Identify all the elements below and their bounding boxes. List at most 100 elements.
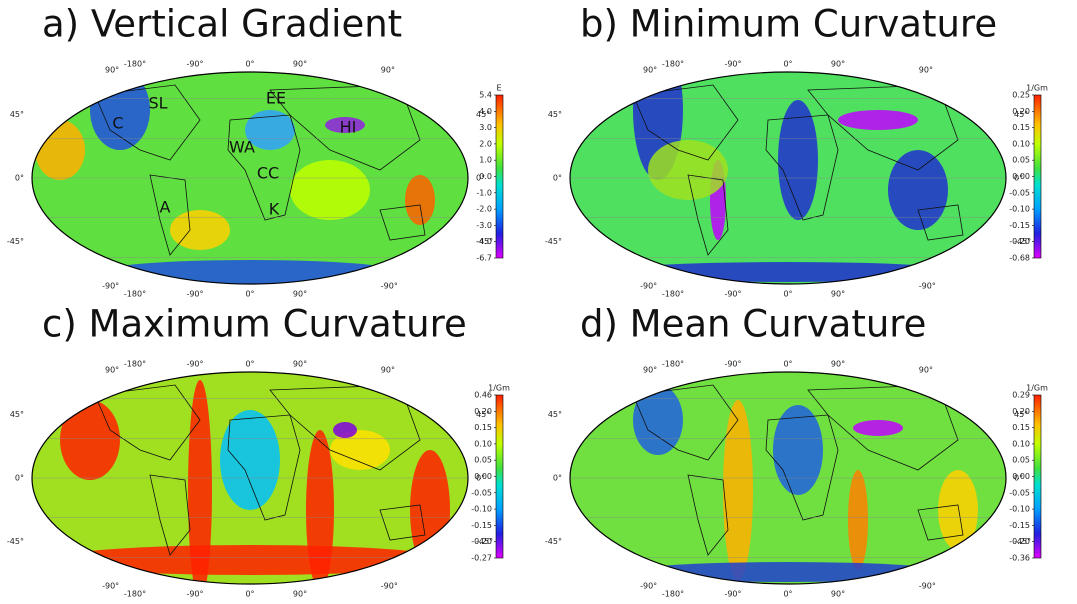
latitude-label: -90° (919, 282, 936, 291)
colorbar-tick-label: 0.15 (474, 423, 492, 432)
latitude-label: 90° (919, 366, 933, 375)
latitude-label: 0° (553, 474, 562, 483)
latitude-label: 45° (548, 110, 562, 119)
longitude-label: 0° (245, 360, 254, 369)
latitude-label: -90° (102, 582, 119, 591)
colorbar (496, 95, 503, 258)
longitude-label: 0° (783, 290, 792, 299)
map-anomaly (723, 400, 753, 580)
panel: a) Vertical Gradient -180° -180° -90° -90° 0°… (7, 3, 503, 299)
map (570, 40, 1006, 284)
colorbar-tick-label: 0.00 (474, 472, 492, 481)
colorbar-tick-label: 0.10 (1012, 139, 1030, 148)
region-label: A (160, 198, 171, 217)
colorbar-tick-label: 2.0 (479, 139, 492, 148)
latitude-label: -45° (7, 537, 24, 546)
longitude-label: 0° (783, 590, 792, 599)
map-anomaly (405, 175, 435, 225)
colorbar-tick-label: -0.15 (1009, 521, 1030, 530)
longitude-label: 90° (831, 590, 845, 599)
panel-title: a) Vertical Gradient (42, 3, 402, 46)
latitude-label: 0° (15, 474, 24, 483)
latitude-label: 0° (15, 174, 24, 183)
colorbar-tick-label: 1.0 (479, 156, 492, 165)
region-label: CC (257, 164, 279, 183)
colorbar-tick-label: -0.20 (1009, 237, 1030, 246)
colorbar-tick-label: 0.0 (479, 172, 492, 181)
latitude-label: -90° (640, 582, 657, 591)
colorbar-tick-label: 0.20 (1012, 407, 1030, 416)
longitude-label: -90° (186, 290, 203, 299)
longitude-label: -180° (124, 590, 146, 599)
longitude-label: 90° (293, 590, 307, 599)
latitude-label: -45° (545, 537, 562, 546)
longitude-label: 90° (293, 290, 307, 299)
colorbar-tick-label: 0.46 (474, 391, 492, 400)
latitude-label: -90° (640, 282, 657, 291)
latitude-label: -90° (102, 282, 119, 291)
longitude-label: -180° (124, 360, 146, 369)
colorbar-tick-label: -0.05 (1009, 488, 1030, 497)
latitude-label: -90° (381, 282, 398, 291)
map-anomaly (220, 410, 280, 510)
longitude-label: 0° (245, 590, 254, 599)
colorbar-tick-label: -4.0 (476, 237, 492, 246)
colorbar-tick-label: 3.0 (479, 123, 492, 132)
colorbar (1034, 395, 1041, 558)
colorbar-tick-label: 0.25 (1012, 91, 1030, 100)
map-anomaly (100, 260, 400, 284)
map-anomaly (853, 420, 903, 436)
latitude-label: 90° (381, 66, 395, 75)
latitude-label: 90° (105, 66, 119, 75)
colorbar-tick-label: 0.05 (474, 456, 492, 465)
latitude-label: 90° (643, 66, 657, 75)
map-anomaly (35, 120, 85, 180)
latitude-label: 45° (10, 410, 24, 419)
colorbar-tick-label: 0.15 (1012, 123, 1030, 132)
longitude-label: -90° (724, 290, 741, 299)
longitude-label: -180° (124, 290, 146, 299)
colorbar-unit: E (496, 84, 501, 93)
latitude-label: -45° (7, 237, 24, 246)
colorbar-tick-label: 0.10 (474, 439, 492, 448)
colorbar-tick-label: -0.15 (1009, 221, 1030, 230)
colorbar-tick-label: -6.7 (476, 254, 492, 263)
latitude-label: 90° (105, 366, 119, 375)
latitude-label: 90° (919, 66, 933, 75)
longitude-label: -180° (662, 290, 684, 299)
longitude-label: -90° (186, 590, 203, 599)
longitude-label: -180° (662, 60, 684, 69)
colorbar-tick-label: 0.20 (474, 407, 492, 416)
colorbar-tick-label: -0.20 (471, 537, 492, 546)
colorbar-tick-label: -0.27 (471, 554, 492, 563)
colorbar-tick-label: 4.0 (479, 107, 492, 116)
colorbar-tick-label: -0.10 (1009, 505, 1030, 514)
latitude-label: 45° (10, 110, 24, 119)
longitude-label: -180° (662, 590, 684, 599)
longitude-label: -90° (724, 360, 741, 369)
colorbar-tick-label: 5.4 (479, 91, 492, 100)
latitude-label: 90° (643, 366, 657, 375)
longitude-label: 0° (245, 60, 254, 69)
colorbar-tick-label: -2.0 (476, 205, 492, 214)
figure: a) Vertical Gradient -180° -180° -90° -90° 0°… (0, 0, 1077, 600)
panel-title: d) Mean Curvature (580, 303, 926, 346)
colorbar-tick-label: 0.29 (1012, 391, 1030, 400)
panel-title: b) Minimum Curvature (580, 3, 997, 46)
colorbar-tick-label: -0.10 (471, 505, 492, 514)
longitude-label: 90° (831, 290, 845, 299)
longitude-label: -180° (124, 60, 146, 69)
map-anomaly (633, 385, 683, 455)
longitude-label: -90° (186, 360, 203, 369)
latitude-label: -45° (545, 237, 562, 246)
colorbar-tick-label: 0.00 (1012, 472, 1030, 481)
panel: c) Maximum Curvature-180°-180°-90°-90°0°… (7, 303, 510, 601)
colorbar-tick-label: 0.05 (1012, 456, 1030, 465)
map-anomaly (60, 400, 120, 480)
longitude-label: -90° (186, 60, 203, 69)
colorbar-tick-label: -3.0 (476, 221, 492, 230)
region-label: K (269, 200, 280, 219)
latitude-label: -90° (919, 582, 936, 591)
region-label: WA (229, 138, 255, 157)
latitude-label: -90° (381, 582, 398, 591)
